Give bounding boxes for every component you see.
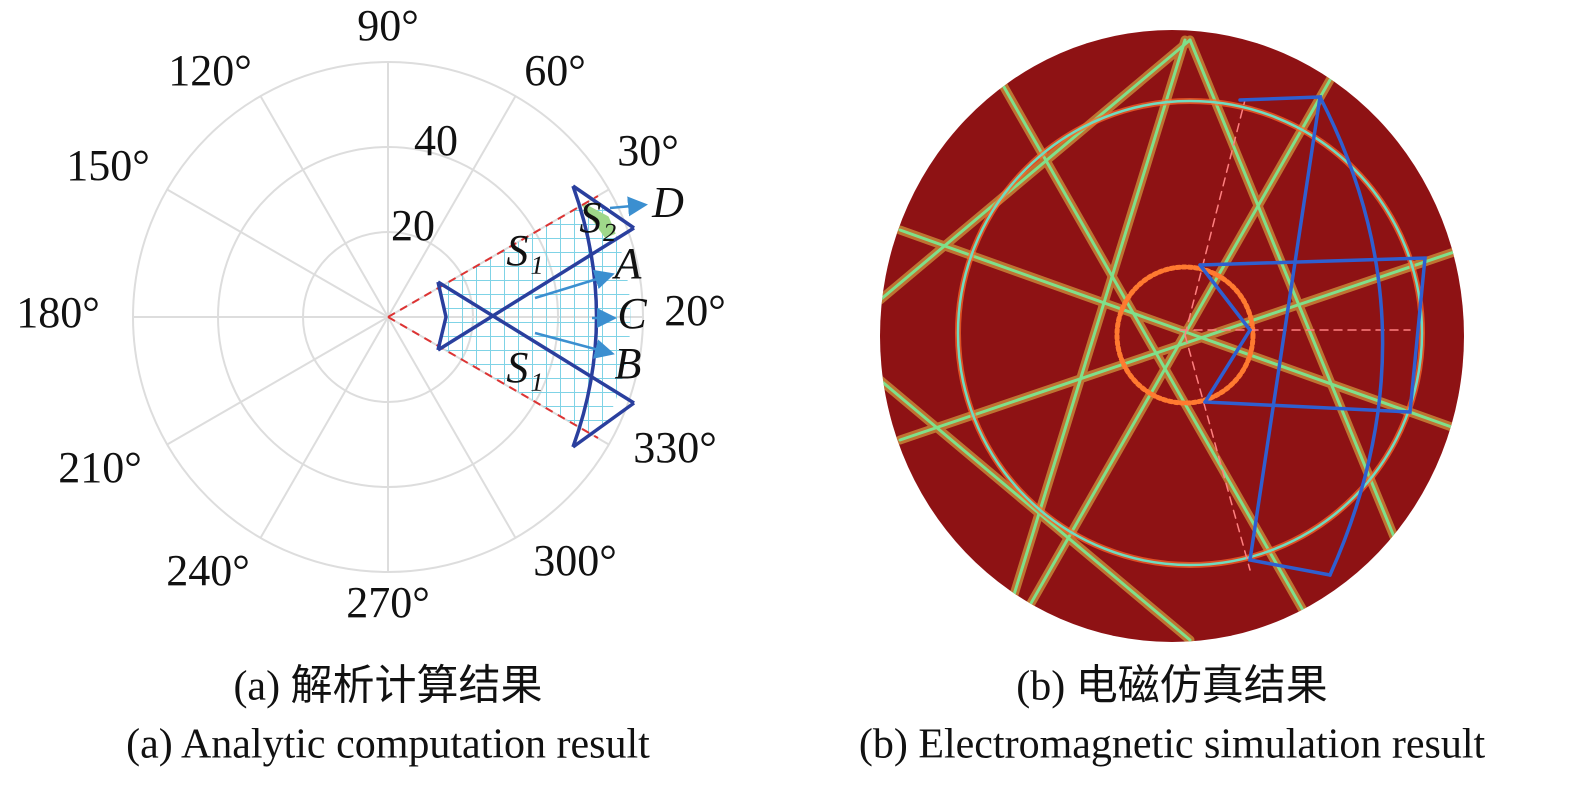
angle-label: 60° <box>524 46 586 95</box>
point-label: D <box>651 178 684 227</box>
angle-label: 180° <box>16 288 100 337</box>
field-line <box>1188 38 1422 602</box>
angle-label: 120° <box>168 46 252 95</box>
caption-en: (b) Electromagnetic simulation result <box>859 722 1486 768</box>
spoke <box>166 188 389 318</box>
angle-label: 240° <box>166 546 250 595</box>
angle-annotation: 20° <box>664 286 726 335</box>
spoke <box>259 95 389 318</box>
spoke <box>387 316 517 539</box>
region-label: S₁ <box>506 226 543 275</box>
angle-label: 150° <box>66 141 150 190</box>
angle-label: 270° <box>346 578 430 627</box>
field-line <box>998 38 1187 642</box>
boundary-dashes <box>387 195 599 439</box>
point-label: B <box>615 339 642 388</box>
arrows <box>534 196 648 359</box>
simulation <box>880 30 1464 642</box>
point-label: C <box>617 289 647 338</box>
angle-label: 30° <box>617 126 679 175</box>
region-label: S₂ <box>579 193 616 242</box>
caption-en: (a) Analytic computation result <box>126 722 650 768</box>
caption-zh: (a) 解析计算结果 <box>233 664 542 710</box>
field-line <box>1008 78 1332 642</box>
spoke <box>166 316 389 446</box>
caption-zh: (b) 电磁仿真结果 <box>1016 664 1327 710</box>
region-label: S₁ <box>506 343 543 392</box>
angle-label: 210° <box>58 443 142 492</box>
field-line <box>998 78 1322 642</box>
field-line <box>880 38 1192 302</box>
trajectory <box>436 184 636 449</box>
radial-label: 20 <box>391 201 435 250</box>
spoke <box>259 316 389 539</box>
angle-label: 90° <box>357 1 419 50</box>
angle-label: 300° <box>533 536 617 585</box>
field-line <box>880 378 1192 642</box>
radial-label: 40 <box>414 116 458 165</box>
spoke <box>387 95 517 318</box>
point-label: A <box>612 239 643 288</box>
angle-label: 330° <box>633 423 717 472</box>
